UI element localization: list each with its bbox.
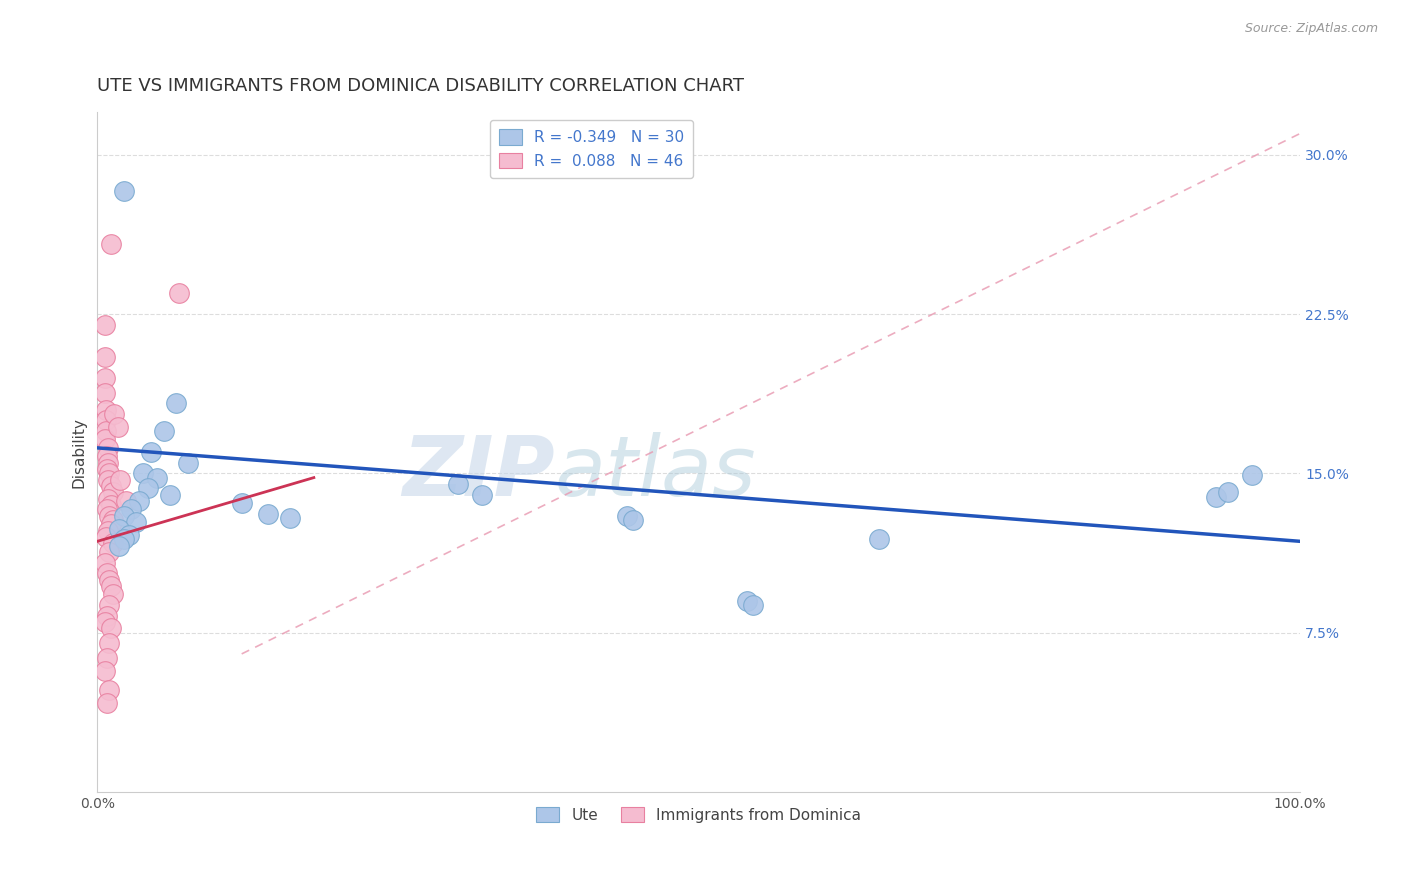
Point: [98, 683, 121, 698]
Point: [159, 487, 181, 501]
Point: [98, 636, 121, 650]
Point: [136, 481, 159, 495]
Point: [100, 237, 122, 252]
Point: [97, 491, 120, 506]
Point: [1216, 485, 1239, 500]
Point: [101, 513, 124, 527]
Point: [176, 456, 198, 470]
Point: [868, 532, 890, 546]
Point: [96, 608, 118, 623]
Point: [152, 424, 174, 438]
Legend: Ute, Immigrants from Dominica: Ute, Immigrants from Dominica: [527, 797, 870, 832]
Point: [100, 579, 122, 593]
Point: [97, 441, 120, 455]
Point: [141, 445, 163, 459]
Point: [125, 515, 148, 529]
Text: atlas: atlas: [554, 432, 756, 513]
Point: [108, 473, 131, 487]
Point: [257, 507, 280, 521]
Point: [96, 450, 118, 464]
Point: [96, 696, 118, 710]
Point: [94, 402, 117, 417]
Point: [115, 494, 138, 508]
Point: [621, 513, 644, 527]
Y-axis label: Disability: Disability: [72, 417, 86, 488]
Point: [94, 424, 117, 438]
Point: [165, 396, 187, 410]
Point: [101, 536, 124, 550]
Point: [98, 573, 121, 587]
Point: [93, 556, 115, 570]
Point: [101, 485, 124, 500]
Point: [93, 664, 115, 678]
Point: [93, 615, 115, 629]
Point: [231, 496, 253, 510]
Point: [117, 528, 139, 542]
Text: Source: ZipAtlas.com: Source: ZipAtlas.com: [1244, 22, 1378, 36]
Point: [103, 407, 125, 421]
Point: [98, 545, 121, 559]
Point: [96, 651, 118, 665]
Point: [132, 467, 155, 481]
Point: [96, 502, 118, 516]
Point: [741, 598, 763, 612]
Point: [112, 184, 135, 198]
Point: [93, 385, 115, 400]
Point: [97, 473, 120, 487]
Point: [735, 594, 758, 608]
Point: [94, 530, 117, 544]
Point: [112, 508, 135, 523]
Point: [94, 413, 117, 427]
Point: [447, 477, 470, 491]
Text: UTE VS IMMIGRANTS FROM DOMINICA DISABILITY CORRELATION CHART: UTE VS IMMIGRANTS FROM DOMINICA DISABILI…: [97, 78, 744, 95]
Point: [100, 621, 122, 635]
Point: [97, 524, 120, 538]
Point: [278, 511, 301, 525]
Point: [97, 456, 120, 470]
Point: [146, 470, 169, 484]
Point: [108, 522, 131, 536]
Point: [167, 285, 190, 300]
Point: [1240, 468, 1263, 483]
Point: [120, 502, 142, 516]
Point: [98, 598, 121, 612]
Point: [128, 494, 150, 508]
Point: [98, 467, 121, 481]
Point: [1205, 490, 1227, 504]
Point: [616, 508, 638, 523]
Point: [96, 566, 118, 581]
Point: [471, 487, 494, 501]
Point: [93, 350, 115, 364]
Point: [93, 433, 115, 447]
Point: [108, 539, 131, 553]
Point: [100, 479, 122, 493]
Point: [96, 462, 118, 476]
Point: [93, 318, 115, 332]
Text: ZIP: ZIP: [402, 432, 554, 513]
Point: [98, 508, 121, 523]
Point: [100, 498, 122, 512]
Point: [93, 371, 115, 385]
Point: [112, 532, 135, 546]
Point: [100, 517, 122, 532]
Point: [107, 419, 129, 434]
Point: [101, 587, 124, 601]
